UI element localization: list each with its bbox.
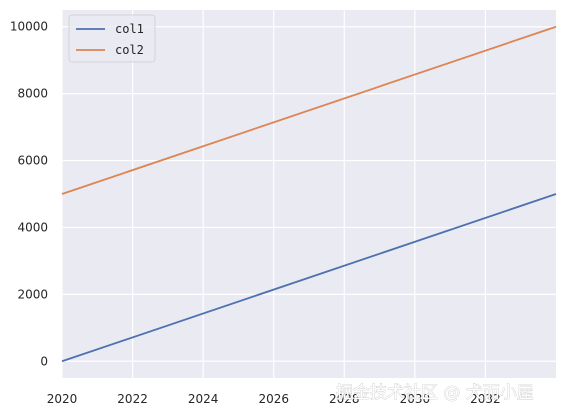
x-tick-label: 2026: [258, 392, 289, 406]
series-line-col2: [61, 25, 557, 195]
y-tick-label: 0: [40, 354, 48, 368]
y-tick-label: 2000: [17, 287, 48, 301]
x-tick-label: 2032: [470, 392, 501, 406]
watermark-text: 掘金技术社区 @ 犬而小屋: [336, 383, 534, 403]
y-tick-label: 4000: [17, 220, 48, 234]
x-tick-label: 2028: [329, 392, 360, 406]
y-tick-label: 10000: [10, 20, 48, 34]
series-line-col1: [61, 193, 557, 363]
series-lines: [61, 25, 557, 363]
x-tick-label: 2030: [400, 392, 431, 406]
y-tick-label: 8000: [17, 87, 48, 101]
legend-label: col1: [115, 22, 144, 36]
y-tick-label: 6000: [17, 154, 48, 168]
legend-label: col2: [115, 43, 144, 57]
plot-background: [62, 10, 556, 378]
x-tick-labels: 2020 2022 2024 2026 2028 2030 2032: [47, 392, 501, 406]
legend: col1 col2: [68, 14, 156, 63]
y-tick-labels: 0 2000 4000 6000 8000 10000: [10, 20, 48, 369]
x-tick-label: 2024: [188, 392, 219, 406]
x-tick-label: 2022: [117, 392, 148, 406]
x-tick-label: 2020: [47, 392, 78, 406]
grid-lines: [61, 10, 556, 378]
